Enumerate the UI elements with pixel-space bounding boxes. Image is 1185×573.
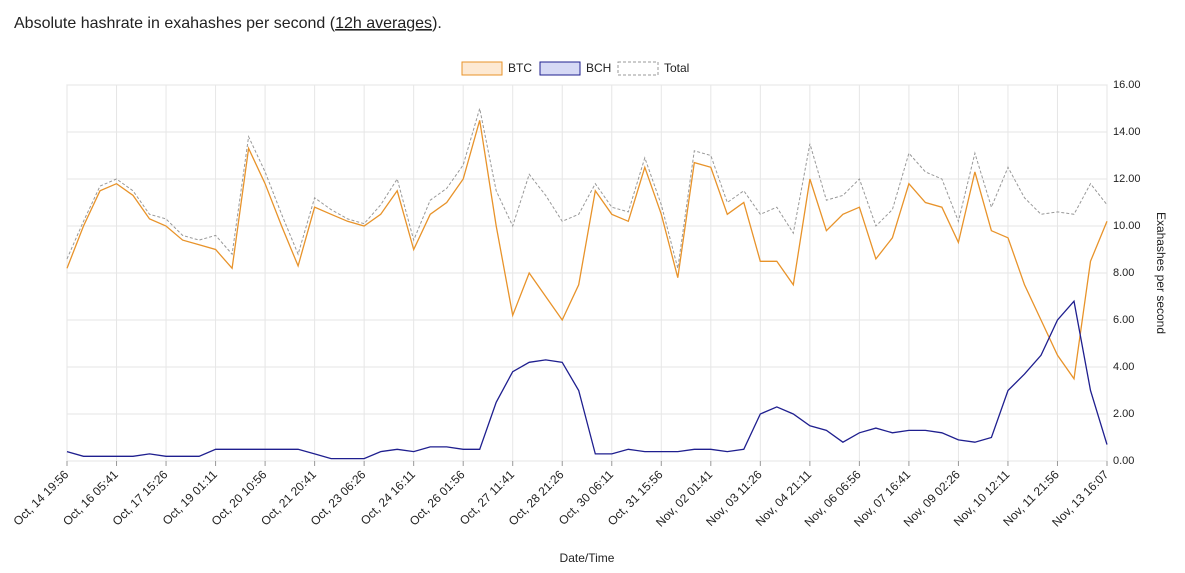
title-link[interactable]: 12h averages [335, 15, 432, 32]
legend-swatch [617, 61, 659, 76]
y-axis-label: Exahashes per second [1154, 212, 1168, 334]
legend-swatch [461, 61, 503, 76]
legend-item: BCH [539, 61, 611, 76]
title-text: Absolute hashrate in exahashes per secon… [14, 15, 336, 32]
title-text: ). [432, 15, 442, 32]
y-tick-label: 0.00 [1113, 455, 1134, 467]
legend-label: BTC [508, 61, 532, 75]
y-tick-label: 10.00 [1113, 220, 1141, 232]
y-tick-label: 6.00 [1113, 314, 1134, 326]
series-line [66, 120, 1108, 381]
y-tick-label: 16.00 [1113, 79, 1141, 91]
legend-swatch [539, 61, 581, 76]
y-tick-label: 2.00 [1113, 408, 1134, 420]
chart-title: Absolute hashrate in exahashes per secon… [14, 15, 442, 32]
legend-label: BCH [586, 61, 611, 75]
series-line [66, 299, 1108, 460]
legend-item: BTC [461, 61, 532, 76]
legend-item: Total [617, 61, 689, 76]
y-tick-label: 8.00 [1113, 267, 1134, 279]
y-tick-label: 14.00 [1113, 126, 1141, 138]
y-tick-label: 4.00 [1113, 361, 1134, 373]
series-line [66, 108, 1108, 269]
legend-label: Total [664, 61, 689, 75]
x-axis-label: Date/Time [560, 551, 615, 565]
y-tick-label: 12.00 [1113, 173, 1141, 185]
